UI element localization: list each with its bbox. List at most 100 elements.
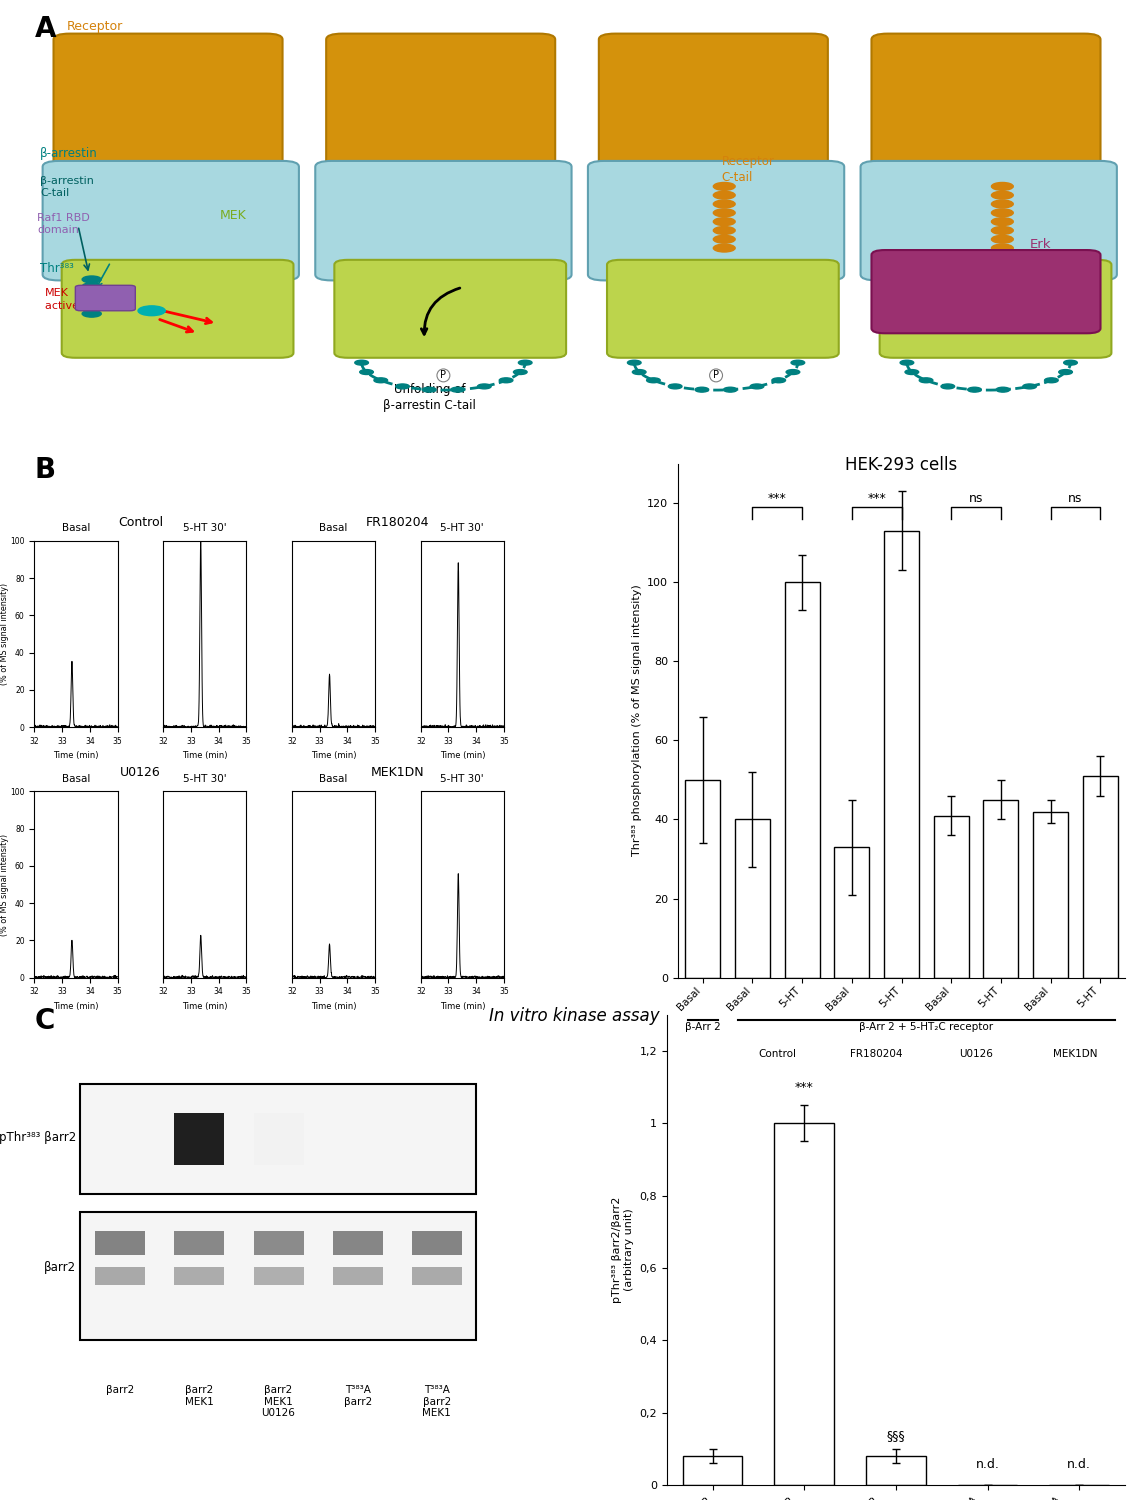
Text: 5-HT 30': 5-HT 30': [183, 774, 226, 784]
FancyBboxPatch shape: [76, 285, 135, 310]
Circle shape: [786, 369, 800, 375]
FancyBboxPatch shape: [42, 160, 298, 280]
Circle shape: [83, 276, 101, 284]
X-axis label: Time (min): Time (min): [440, 1002, 486, 1011]
Text: β-Arr 2 + 5-HT₂C receptor: β-Arr 2 + 5-HT₂C receptor: [860, 1022, 993, 1032]
Circle shape: [992, 183, 1014, 190]
Circle shape: [941, 384, 955, 388]
X-axis label: Time (min): Time (min): [440, 752, 486, 760]
Text: βarr2
MEK1: βarr2 MEK1: [185, 1386, 214, 1407]
Text: Thr³⁸³: Thr³⁸³: [40, 261, 73, 274]
Text: β-arrestin: β-arrestin: [40, 147, 98, 160]
Circle shape: [968, 387, 982, 392]
Text: C: C: [34, 1008, 55, 1035]
Text: §§§: §§§: [886, 1428, 906, 1442]
Text: Basal: Basal: [62, 524, 91, 534]
X-axis label: Time (min): Time (min): [311, 1002, 356, 1011]
Text: P: P: [713, 370, 719, 381]
Bar: [95, 1268, 146, 1286]
Text: Receptor
C-tail: Receptor C-tail: [722, 156, 775, 184]
Text: Control: Control: [118, 516, 163, 530]
Circle shape: [138, 306, 165, 315]
Bar: [683, 1456, 743, 1485]
Circle shape: [992, 226, 1014, 234]
Circle shape: [791, 360, 805, 364]
Text: 5-HT 30': 5-HT 30': [441, 774, 484, 784]
Circle shape: [695, 387, 708, 392]
Bar: [80, 1084, 476, 1194]
Text: FR180204: FR180204: [366, 516, 429, 530]
Bar: [1083, 776, 1118, 978]
Bar: [80, 1212, 476, 1341]
Text: n.d.: n.d.: [976, 1458, 1000, 1470]
Circle shape: [1023, 384, 1037, 388]
Text: ***: ***: [867, 492, 886, 506]
Text: pThr³⁸³ βarr2: pThr³⁸³ βarr2: [0, 1131, 76, 1144]
Y-axis label: Thr³⁸³ phosphorylation (% of MS signal intensity): Thr³⁸³ phosphorylation (% of MS signal i…: [631, 585, 642, 856]
Text: P: P: [441, 370, 447, 381]
Circle shape: [713, 183, 735, 190]
Circle shape: [992, 192, 1014, 200]
Text: ***: ***: [794, 1082, 814, 1095]
Circle shape: [992, 200, 1014, 208]
Text: MEK
active site: MEK active site: [46, 288, 103, 310]
Bar: [412, 1268, 461, 1286]
Circle shape: [1045, 378, 1058, 382]
Text: A: A: [34, 15, 56, 44]
Circle shape: [992, 236, 1014, 243]
Circle shape: [713, 217, 735, 225]
X-axis label: Time (min): Time (min): [311, 752, 356, 760]
Circle shape: [1064, 360, 1077, 364]
Circle shape: [83, 310, 101, 316]
Text: β-Arr 2: β-Arr 2: [685, 1022, 721, 1032]
Bar: [412, 1232, 461, 1254]
Circle shape: [374, 378, 388, 382]
FancyBboxPatch shape: [62, 260, 294, 358]
Bar: [174, 1268, 224, 1286]
Circle shape: [83, 284, 101, 290]
Circle shape: [451, 387, 465, 392]
Text: βarr2
MEK1
U0126: βarr2 MEK1 U0126: [262, 1386, 295, 1419]
Circle shape: [478, 384, 491, 388]
Circle shape: [355, 360, 369, 364]
Text: Receptor: Receptor: [67, 20, 123, 33]
Circle shape: [723, 387, 737, 392]
Circle shape: [900, 360, 914, 364]
Text: 5-HT 30': 5-HT 30': [441, 524, 484, 534]
Bar: [174, 1113, 224, 1164]
FancyBboxPatch shape: [871, 33, 1101, 188]
Bar: [95, 1232, 146, 1254]
Circle shape: [750, 384, 763, 388]
FancyBboxPatch shape: [326, 33, 556, 188]
FancyBboxPatch shape: [861, 160, 1117, 280]
Circle shape: [905, 369, 918, 375]
Text: Basal: Basal: [319, 774, 348, 784]
Circle shape: [920, 378, 933, 382]
Bar: [984, 800, 1018, 978]
Circle shape: [713, 192, 735, 200]
Text: MEK1DN: MEK1DN: [1053, 1048, 1097, 1059]
Circle shape: [713, 226, 735, 234]
Circle shape: [628, 360, 641, 364]
X-axis label: Time (min): Time (min): [53, 1002, 99, 1011]
Text: β-arrestin
C-tail: β-arrestin C-tail: [40, 176, 94, 198]
Circle shape: [499, 378, 513, 382]
Y-axis label: pThr³⁸³ βarr2/βarr2
(arbitrary unit): pThr³⁸³ βarr2/βarr2 (arbitrary unit): [612, 1197, 634, 1304]
Circle shape: [83, 290, 101, 297]
Circle shape: [713, 244, 735, 252]
Bar: [835, 847, 869, 978]
Circle shape: [992, 209, 1014, 216]
Circle shape: [422, 387, 436, 392]
FancyBboxPatch shape: [334, 260, 566, 358]
Circle shape: [519, 360, 532, 364]
Text: T³⁸³A
βarr2: T³⁸³A βarr2: [343, 1386, 372, 1407]
Bar: [685, 780, 720, 978]
Bar: [1033, 812, 1068, 978]
Text: βarr2: βarr2: [106, 1386, 134, 1395]
X-axis label: Time (min): Time (min): [183, 752, 227, 760]
Text: MEK1DN: MEK1DN: [371, 766, 425, 780]
FancyBboxPatch shape: [316, 160, 572, 280]
Text: B: B: [34, 456, 55, 484]
Text: Control: Control: [759, 1048, 797, 1059]
FancyBboxPatch shape: [588, 160, 844, 280]
